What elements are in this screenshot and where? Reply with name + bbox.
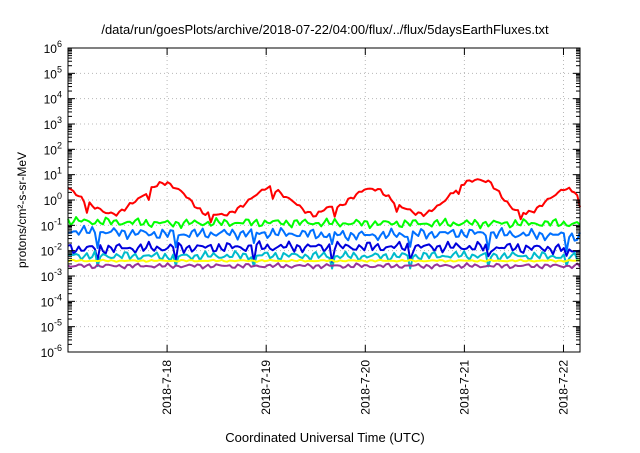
y-axis-label: protons/cm²-s-sr-MeV (15, 152, 29, 268)
y-tick-label: 10-4 (41, 292, 62, 309)
series-line-1 (67, 216, 581, 230)
series-line-6 (67, 262, 581, 270)
y-tick-label: 10-6 (41, 343, 62, 360)
series-line-5 (67, 258, 581, 263)
y-tick-label: 104 (44, 90, 62, 107)
chart-title: /data/run/goesPlots/archive/2018-07-22/0… (101, 22, 549, 37)
y-tick-label: 102 (44, 140, 62, 157)
series-layer (67, 178, 581, 270)
x-axis-label: Coordinated Universal Time (UTC) (225, 430, 424, 445)
x-tick-label: 2018-7-21 (457, 360, 471, 415)
x-tick-label: 2018-7-18 (160, 360, 174, 415)
x-tick-label: 2018-7-22 (556, 360, 570, 415)
y-tick-label: 10-3 (41, 267, 62, 284)
x-tick-label: 2018-7-19 (259, 360, 273, 415)
y-tick-label: 103 (44, 115, 62, 132)
x-tick-label: 2018-7-20 (358, 360, 372, 415)
y-tick-label: 105 (44, 64, 62, 81)
y-tick-label: 10-2 (41, 242, 62, 259)
y-tick-label: 106 (44, 39, 62, 56)
y-tick-label: 100 (44, 191, 62, 208)
y-tick-label: 10-1 (41, 216, 62, 233)
series-line-0 (67, 178, 581, 224)
series-line-2 (67, 224, 581, 253)
series-line-4 (67, 250, 581, 270)
axis-ticks: 106 105 104 103 102 101 100 10-1 10-2 10-3 10-4 10-… (41, 39, 580, 415)
y-tick-label: 10-5 (41, 318, 62, 335)
y-tick-label: 101 (44, 166, 62, 183)
